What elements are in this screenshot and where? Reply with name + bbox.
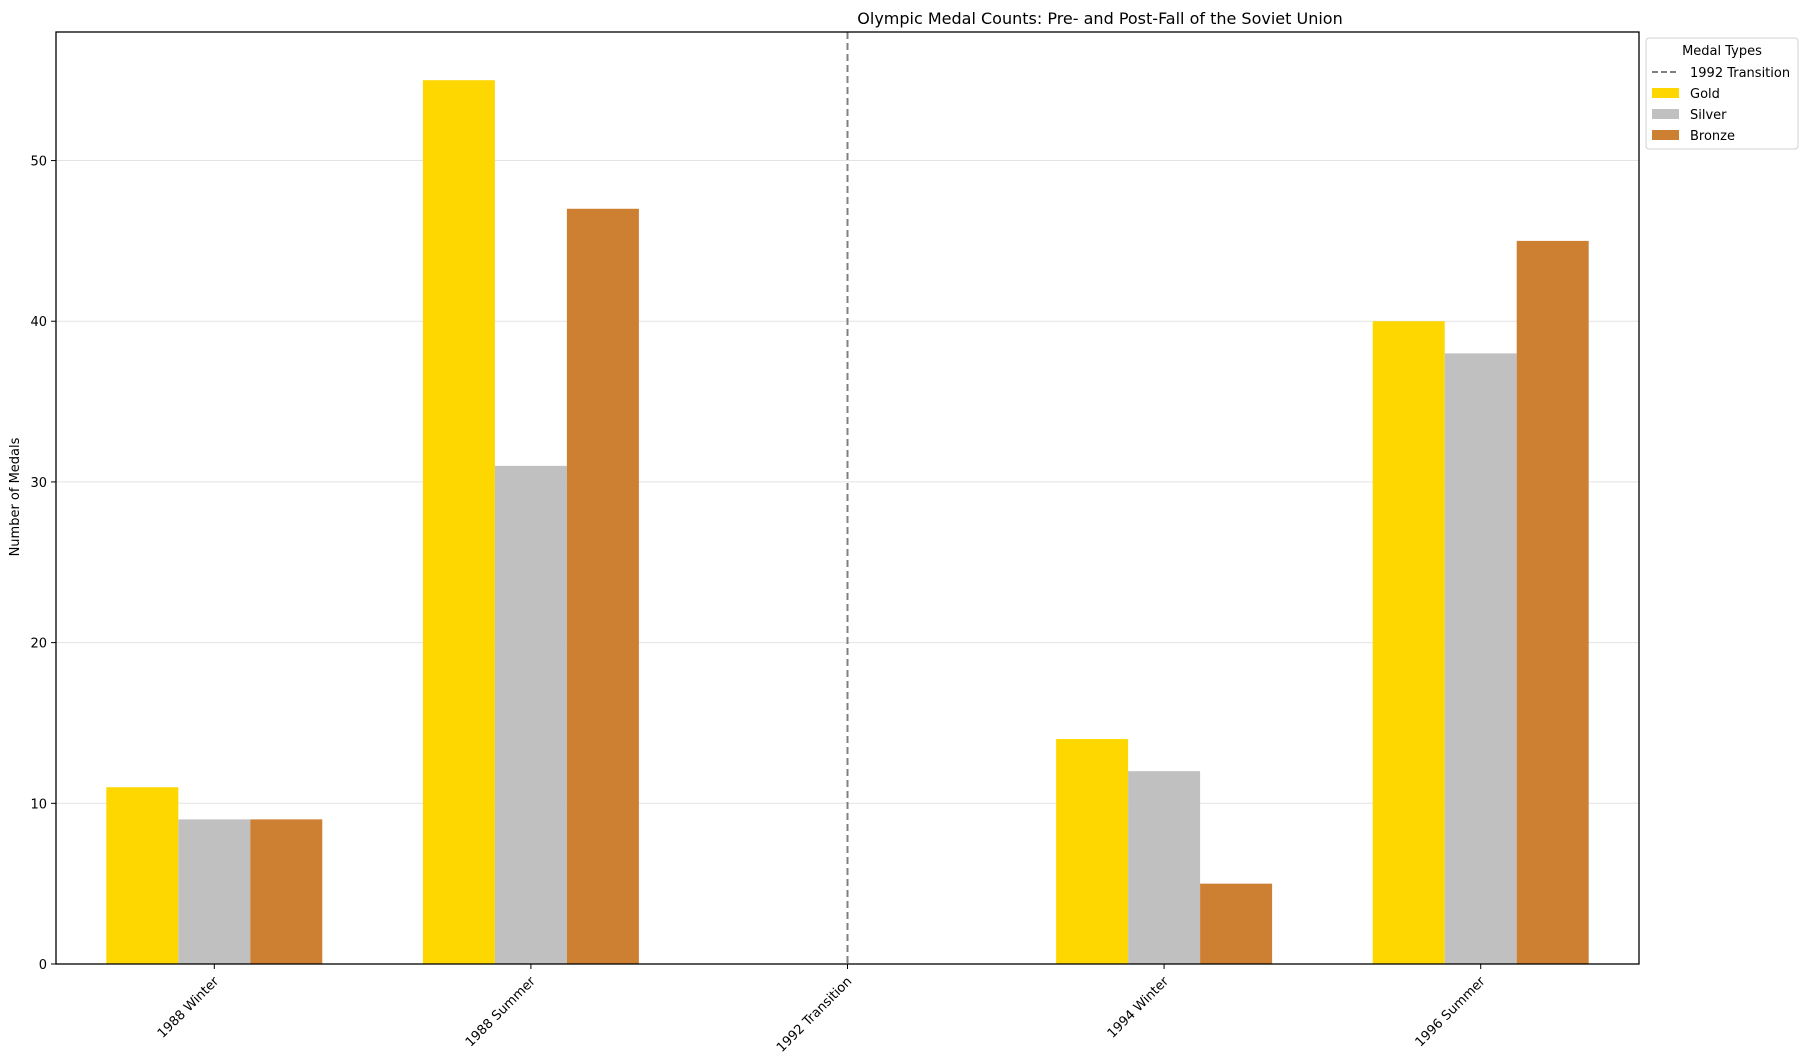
bar-gold-4 (1372, 321, 1445, 964)
x-tick-label: 1988 Winter (155, 974, 223, 1042)
legend-entry-label: Bronze (1690, 129, 1735, 144)
bar-bronze-3 (1200, 883, 1273, 964)
x-tick-label: 1988 Summer (463, 974, 539, 1050)
bar-gold-3 (1056, 739, 1129, 964)
bar-gold-0 (106, 787, 179, 964)
y-axis-label: Number of Medals (8, 437, 23, 556)
legend: Medal Types 1992 Transition Gold Silver Bron… (1645, 37, 1799, 150)
bar-bronze-1 (566, 208, 639, 965)
legend-entry-label: 1992 Transition (1690, 66, 1790, 81)
legend-entry-label: Gold (1690, 87, 1720, 102)
bar-silver-0 (178, 819, 251, 964)
y-tick-label: 20 (30, 637, 47, 652)
x-tick-label: 1994 Winter (1105, 974, 1173, 1042)
legend-entry-label: Silver (1690, 108, 1727, 123)
y-tick-label: 10 (30, 797, 47, 812)
x-axis-ticks: 1988 Winter 1988 Summer 1992 Transition 199… (155, 964, 1489, 1056)
x-tick-label: 1996 Summer (1413, 974, 1489, 1050)
bar-bronze-0 (250, 819, 323, 964)
bar-gold-1 (422, 80, 495, 964)
legend-swatch-gold (1652, 88, 1679, 98)
bar-silver-3 (1128, 771, 1201, 964)
y-tick-label: 0 (39, 958, 47, 973)
x-tick-label: 1992 Transition (774, 974, 855, 1055)
legend-box (1645, 37, 1799, 150)
chart-title: Olympic Medal Counts: Pre- and Post-Fall… (857, 9, 1342, 28)
bar-silver-1 (494, 465, 567, 964)
bar-silver-4 (1444, 353, 1517, 965)
y-tick-label: 40 (30, 315, 47, 330)
y-tick-label: 30 (30, 476, 47, 491)
bar-bronze-4 (1516, 240, 1589, 964)
y-axis-ticks: 0 10 20 30 40 50 (30, 155, 56, 973)
legend-swatch-bronze (1652, 130, 1679, 140)
bars (106, 80, 1589, 965)
y-tick-label: 50 (30, 155, 47, 170)
legend-title: Medal Types (1682, 44, 1762, 59)
legend-swatch-silver (1652, 109, 1679, 119)
